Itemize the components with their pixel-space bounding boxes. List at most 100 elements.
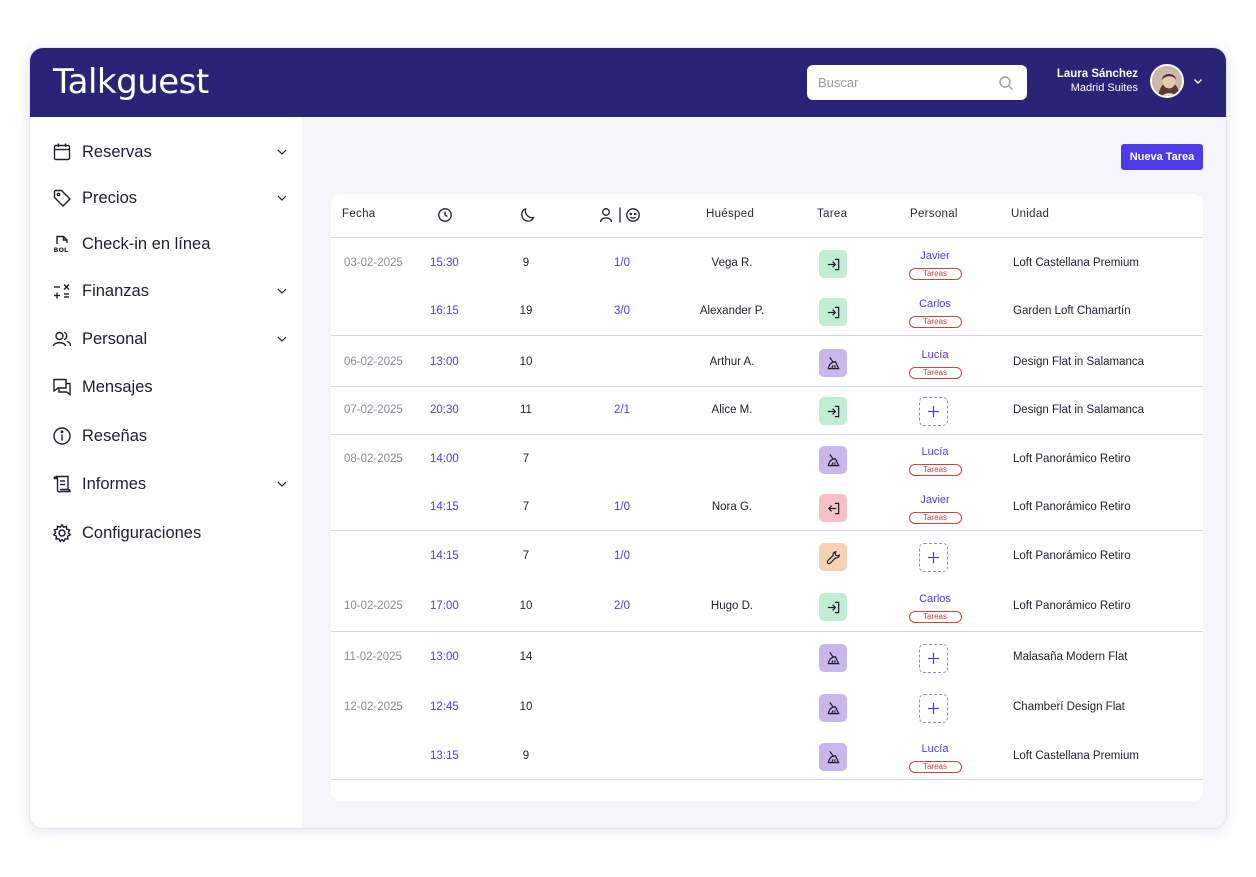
moon-icon[interactable] — [519, 207, 535, 223]
plus-icon — [927, 551, 940, 563]
checkin-icon[interactable] — [819, 298, 847, 326]
sidebar-item-checkin[interactable]: BOL Check-in en línea — [52, 229, 288, 259]
staff-tasks-badge[interactable]: Tareas — [908, 316, 962, 328]
svg-text:BOL: BOL — [54, 246, 69, 254]
staff-tasks-badge[interactable]: Tareas — [908, 464, 962, 476]
broom-icon[interactable] — [819, 349, 847, 377]
sidebar-item-label: Mensajes — [82, 377, 153, 396]
info-icon — [53, 427, 71, 445]
row-nights: 9 — [522, 257, 530, 269]
chevron-down-icon — [277, 149, 287, 155]
row-date: 10-02-2025 — [344, 600, 403, 612]
staff-name[interactable]: Javier — [920, 250, 950, 262]
sidebar-item-label: Reservas — [82, 142, 152, 161]
assign-staff-button[interactable] — [919, 542, 948, 572]
chevron-down-icon[interactable] — [1192, 75, 1204, 87]
row-date: 11-02-2025 — [344, 651, 402, 663]
broom-icon[interactable] — [819, 446, 847, 474]
column-unidad[interactable]: Unidad — [1011, 208, 1050, 220]
staff-tasks-badge[interactable]: Tareas — [908, 761, 962, 773]
row-unit: Loft Castellana Premium — [1013, 750, 1139, 762]
plus-icon — [927, 702, 940, 714]
table-row[interactable]: 08-02-2025 14:00 7 Loft Panorámico Retiro Lu… — [331, 436, 1203, 484]
staff-name[interactable]: Carlos — [919, 298, 951, 310]
sidebar-item-label: Finanzas — [82, 281, 149, 300]
staff-tasks-badge[interactable]: Tareas — [908, 512, 962, 524]
clock-icon[interactable] — [437, 207, 453, 223]
row-guests: 1/0 — [614, 550, 630, 562]
sidebar-item-mensajes[interactable]: Mensajes — [52, 372, 288, 402]
staff-name[interactable]: Lucía — [921, 446, 949, 458]
sidebar-item-finanzas[interactable]: Finanzas — [52, 276, 288, 306]
adult-child-icon[interactable] — [599, 207, 641, 223]
table-row[interactable]: 13:15 9 Loft Castellana Premium Lucía Tareas — [331, 733, 1203, 781]
column-huesped[interactable]: Huésped — [706, 208, 755, 220]
column-fecha[interactable]: Fecha — [342, 208, 376, 220]
user-organization: Madrid Suites — [1070, 82, 1138, 94]
bol-document-icon: BOL — [54, 235, 69, 254]
avatar[interactable] — [1150, 64, 1184, 98]
staff-assignment[interactable]: Javier Tareas — [908, 250, 962, 281]
broom-icon[interactable] — [819, 694, 847, 722]
table-row[interactable]: 07-02-2025 20:30 11 2/1 Alice M. Design Flat … — [331, 387, 1203, 435]
row-nights: 7 — [522, 453, 530, 465]
table-row[interactable]: 03-02-2025 15:30 9 1/0 Vega R. Loft Castellan… — [331, 240, 1203, 288]
broom-icon[interactable] — [819, 644, 847, 672]
plus-icon — [927, 652, 940, 664]
sidebar-item-informes[interactable]: Informes — [52, 469, 288, 499]
search-input[interactable] — [807, 65, 1027, 100]
calculator-icon — [54, 284, 70, 299]
table-row[interactable]: 16:15 19 3/0 Alexander P. Garden Loft Chamar… — [331, 288, 1203, 336]
table-row[interactable]: 14:15 7 1/0 Nora G. Loft Panorámico Retiro Ja… — [331, 484, 1203, 532]
row-separator — [331, 335, 1203, 336]
staff-assignment[interactable]: Lucía Tareas — [908, 743, 962, 774]
sidebar-item-personal[interactable]: Personal — [52, 324, 288, 354]
search-icon[interactable] — [998, 75, 1014, 91]
checkout-icon[interactable] — [819, 494, 847, 522]
row-guest-name: Hugo D. — [710, 600, 754, 612]
row-time: 16:15 — [430, 305, 459, 317]
sidebar-item-precios[interactable]: Precios — [52, 183, 288, 213]
table-row[interactable]: 10-02-2025 17:00 10 2/0 Hugo D. Loft Panorámi… — [331, 583, 1203, 631]
assign-staff-button[interactable] — [919, 396, 948, 426]
sidebar-item-reservas[interactable]: Reservas — [52, 137, 288, 167]
row-date: 03-02-2025 — [344, 257, 403, 269]
staff-tasks-badge[interactable]: Tareas — [908, 611, 962, 623]
sidebar-item-label: Informes — [82, 474, 147, 493]
row-unit: Loft Panorámico Retiro — [1013, 550, 1131, 562]
table-row[interactable]: 06-02-2025 13:00 10 Arthur A. Design Flat in… — [331, 339, 1203, 387]
sidebar-item-resenas[interactable]: Reseñas — [52, 421, 288, 451]
staff-name[interactable]: Carlos — [919, 593, 951, 605]
column-personal[interactable]: Personal — [910, 208, 958, 220]
checkin-icon[interactable] — [819, 397, 847, 425]
row-unit: Garden Loft Chamartín — [1013, 305, 1131, 317]
broom-icon[interactable] — [819, 743, 847, 771]
sidebar-item-configuraciones[interactable]: Configuraciones — [52, 518, 288, 548]
staff-name[interactable]: Lucía — [921, 743, 949, 755]
app-logo[interactable]: Talkguest — [53, 62, 209, 102]
assign-staff-button[interactable] — [919, 693, 948, 723]
table-row[interactable]: 11-02-2025 13:00 14 Malasaña Modern Flat — [331, 634, 1203, 682]
staff-tasks-badge[interactable]: Tareas — [908, 268, 962, 280]
table-row[interactable]: 14:15 7 1/0 Loft Panorámico Retiro — [331, 533, 1203, 581]
staff-assignment[interactable]: Javier Tareas — [908, 494, 962, 525]
staff-tasks-badge[interactable]: Tareas — [908, 367, 962, 379]
staff-assignment[interactable]: Lucía Tareas — [908, 446, 962, 477]
column-tarea[interactable]: Tarea — [817, 208, 848, 220]
chevron-down-icon — [277, 481, 287, 487]
staff-name[interactable]: Lucía — [921, 349, 949, 361]
table-row[interactable]: 12-02-2025 12:45 10 Chamberí Design Flat — [331, 684, 1203, 732]
staff-assignment[interactable]: Carlos Tareas — [908, 298, 962, 329]
checkin-icon[interactable] — [819, 250, 847, 278]
staff-assignment[interactable]: Lucía Tareas — [908, 349, 962, 380]
staff-assignment[interactable]: Carlos Tareas — [908, 593, 962, 624]
user-info[interactable]: Laura Sánchez Madrid Suites — [1057, 67, 1138, 95]
assign-staff-button[interactable] — [919, 643, 948, 673]
new-task-button[interactable]: Nueva Tarea — [1121, 144, 1203, 170]
checkin-icon[interactable] — [819, 593, 847, 621]
row-time: 17:00 — [430, 600, 459, 612]
staff-name[interactable]: Javier — [920, 494, 950, 506]
wrench-icon[interactable] — [819, 543, 847, 571]
row-time: 20:30 — [430, 404, 459, 416]
row-time: 14:00 — [430, 453, 459, 465]
